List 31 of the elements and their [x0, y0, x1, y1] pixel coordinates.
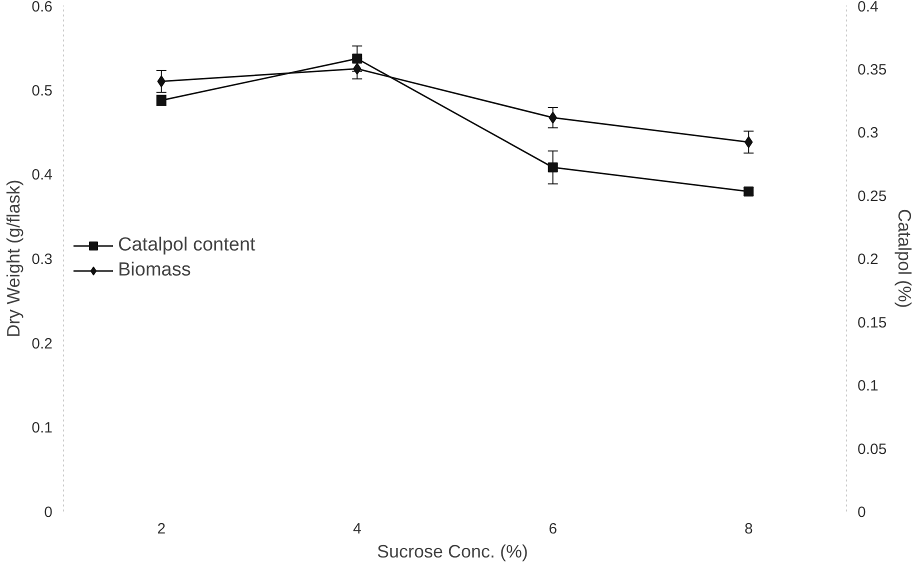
y-tick-label: 0.5 [32, 82, 53, 100]
y2-tick-label: 0.25 [858, 188, 887, 205]
y2-tick-label: 0 [858, 504, 866, 521]
y2-tick-label: 0.3 [858, 124, 878, 142]
point [352, 62, 362, 75]
legend-label: Biomass [118, 260, 191, 282]
y2-tick-label: 0.05 [858, 440, 887, 458]
legend-label: Catalpol content [118, 234, 256, 256]
x-axis-title: Sucrose Conc. (%) [376, 542, 528, 562]
y-tick-label: 0.1 [32, 420, 53, 437]
x-tick-label: 4 [352, 520, 362, 538]
y2-tick-label: 0.35 [858, 61, 887, 78]
x-tick-label: 8 [744, 520, 753, 538]
point [352, 54, 362, 64]
x-tick-label: 6 [548, 520, 558, 538]
y-tick-label: 0 [44, 504, 52, 521]
y2-tick-label: 0.1 [858, 378, 878, 394]
y-tick-label: 0.6 [32, 0, 53, 16]
point [744, 136, 753, 148]
y2-tick-label: 0.2 [858, 251, 878, 268]
y2-tick-label: 0.15 [858, 314, 887, 332]
point [157, 75, 166, 88]
y-axis-title: Dry Weight (g/flask) [4, 180, 24, 338]
y-tick-label: 0.2 [32, 335, 53, 352]
x-tick-label: 2 [157, 520, 166, 538]
y-tick-label: 0.3 [32, 251, 53, 268]
point [548, 162, 558, 172]
y-tick-label: 0.4 [32, 166, 53, 184]
y2-axis-title: Catalpol (%) [894, 208, 915, 308]
y2-tick-label: 0.4 [858, 0, 878, 16]
point [548, 112, 558, 124]
